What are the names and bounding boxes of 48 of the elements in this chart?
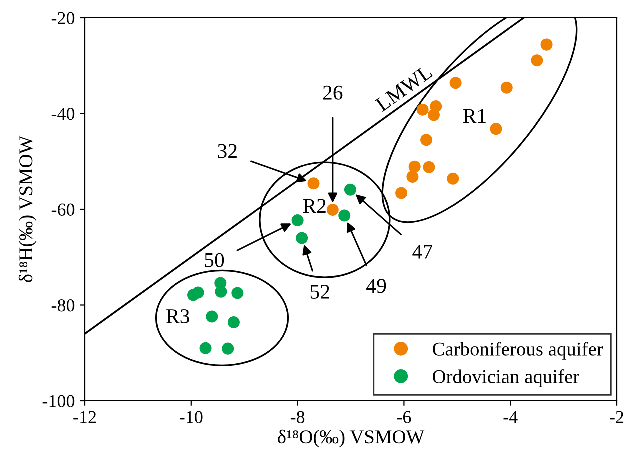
point <box>406 170 419 183</box>
y-tick-label: -60 <box>52 204 75 216</box>
x-tick-label: -12 <box>74 411 96 424</box>
annotation: 49 <box>366 279 386 294</box>
legend-label: Carboniferous aquifer <box>433 342 604 360</box>
y-axis-title: δ¹⁸H(‰) VSMOW <box>18 136 37 282</box>
point <box>531 54 544 67</box>
point <box>423 161 436 174</box>
annotation: R3 <box>166 309 190 324</box>
annotation: 52 <box>310 284 330 299</box>
annotation: 47 <box>412 245 433 259</box>
point <box>292 214 304 227</box>
annotation: R2 <box>303 199 326 213</box>
point <box>408 160 421 173</box>
point <box>308 178 320 190</box>
point <box>540 38 553 51</box>
annotation: 50 <box>205 253 224 268</box>
point <box>450 77 462 90</box>
point <box>500 82 513 94</box>
point <box>206 310 218 323</box>
legend-label: Ordovician aquifer <box>433 370 580 388</box>
point <box>490 123 502 136</box>
y-tick-label: -40 <box>52 108 75 120</box>
point <box>338 210 351 222</box>
point <box>447 172 460 185</box>
y-tick-label: -80 <box>52 300 75 312</box>
x-tick-label: -6 <box>397 411 412 424</box>
point <box>215 286 228 298</box>
point <box>326 204 339 216</box>
point <box>420 134 433 146</box>
x-tick-label: -8 <box>290 411 305 424</box>
annotation: 32 <box>218 144 237 158</box>
x-tick-label: -2 <box>610 411 624 424</box>
point <box>228 316 240 328</box>
point <box>296 232 308 244</box>
point <box>200 342 212 354</box>
x-axis-title: δ¹⁸O(‰) VSMOW <box>278 430 425 448</box>
y-tick-label: -20 <box>52 12 75 24</box>
point <box>232 287 244 300</box>
point <box>222 342 234 355</box>
point <box>344 184 356 196</box>
x-tick-label: -4 <box>504 411 518 424</box>
point <box>192 286 204 299</box>
x-tick-label: -10 <box>180 411 203 424</box>
annotation: R1 <box>463 109 486 123</box>
annotation: 26 <box>323 86 343 100</box>
point <box>396 187 408 200</box>
y-tick-label: -100 <box>42 395 75 408</box>
